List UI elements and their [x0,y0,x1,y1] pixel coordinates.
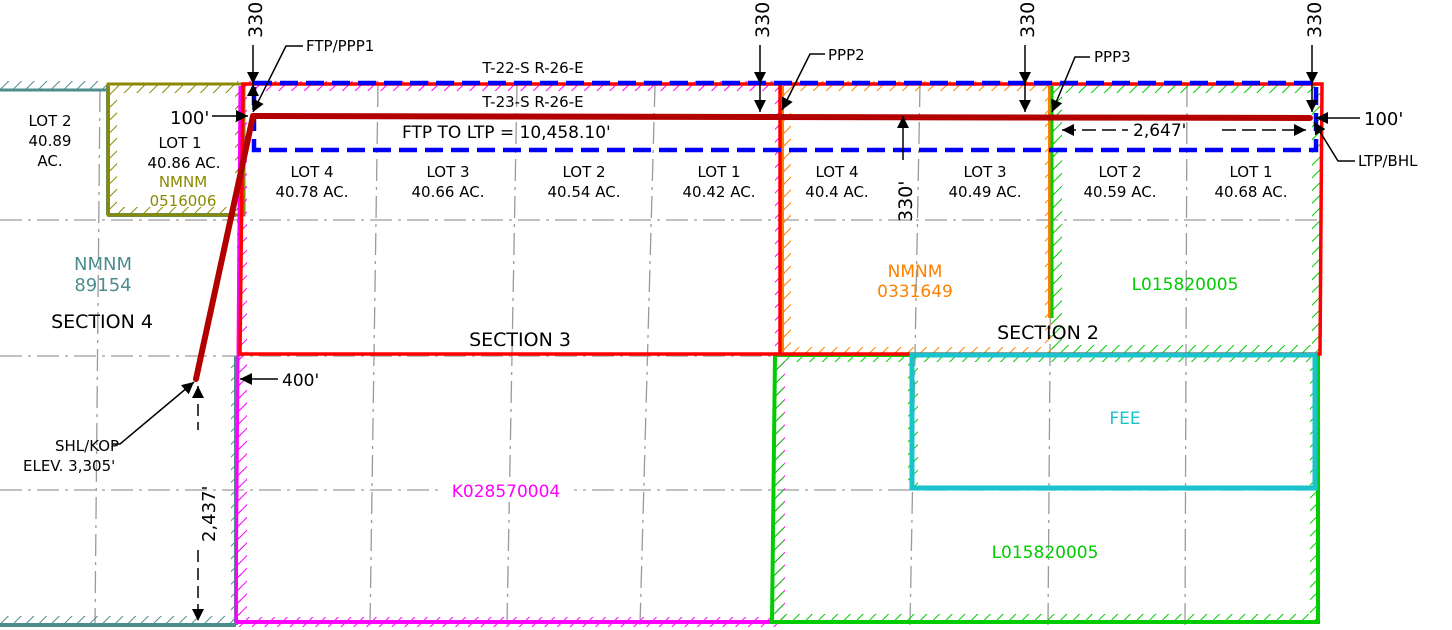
lot-sec2-1: LOT 1 40.68 AC. [1215,163,1288,201]
lease-orange-line2: 0331649 [877,282,953,302]
svg-text:LOT 4: LOT 4 [290,163,333,181]
lot-sec3-2: LOT 2 40.54 AC. [548,163,621,201]
lease-fee: FEE [1109,409,1140,429]
svg-text:LOT 1: LOT 1 [697,163,740,181]
svg-text:LOT 4: LOT 4 [815,163,858,181]
lot-sec2-2: LOT 2 40.59 AC. [1084,163,1157,201]
svg-text:LOT 2: LOT 2 [562,163,605,181]
svg-text:40.49 AC.: 40.49 AC. [949,183,1022,201]
svg-text:40.78 AC.: 40.78 AC. [276,183,349,201]
ppp3-distance-label: 2,647' [1133,121,1186,141]
ppp2-label: PPP2 [828,46,865,64]
township-north: T-22-S R-26-E [481,59,583,77]
township-south: T-23-S R-26-E [481,93,583,111]
svg-text:40.86 AC.: 40.86 AC. [148,154,221,172]
shl-label: SHL/KOP [55,437,119,455]
elev-label: ELEV. 3,305' [23,457,115,475]
setback-right-label: 100' [1364,109,1403,130]
lot-sec3-1: LOT 1 40.42 AC. [683,163,756,201]
svg-text:40.66 AC.: 40.66 AC. [412,183,485,201]
svg-text:LOT 3: LOT 3 [426,163,469,181]
lease-k-label-bg [438,478,574,502]
setback-label-2: 330' [752,0,774,38]
well-path [193,113,1313,382]
setback-left-label: 100' [170,108,209,129]
leader-lines [113,45,1355,445]
svg-text:LOT 2: LOT 2 [28,112,71,130]
lease-green-upper: L015820005 [1132,275,1239,295]
lot-sec3-3: LOT 3 40.66 AC. [412,163,485,201]
setback-dimensions [192,45,1360,621]
setback-label-5: 330' [895,181,917,223]
svg-text:40.59 AC.: 40.59 AC. [1084,183,1157,201]
lot-sec4-1: LOT 1 40.86 AC. [148,134,221,172]
lot-sec2-3: LOT 3 40.49 AC. [949,163,1022,201]
svg-text:40.4 AC.: 40.4 AC. [805,183,868,201]
lot-sec4-2: LOT 2 40.89 AC. [28,112,71,170]
svg-text:LOT 1: LOT 1 [1229,163,1272,181]
lease-k-label: K028570004 [452,482,561,502]
offset-2437-label: 2,437' [199,486,220,542]
lease-green-lower: L015820005 [992,543,1099,563]
setback-label-1: 330' [245,0,267,38]
lease-orange-line1: NMNM [888,262,943,282]
section-2-label: SECTION 2 [997,322,1099,344]
lot-sec2-4: LOT 4 40.4 AC. [805,163,868,201]
svg-text:AC.: AC. [37,152,62,170]
lateral-length-label: FTP TO LTP = 10,458.10' [402,123,611,143]
project-area-boundary [251,80,1319,153]
ltp-label: LTP/BHL [1358,152,1418,170]
offset-400-label: 400' [282,371,319,391]
lot-sec3-4: LOT 4 40.78 AC. [276,163,349,201]
fee-boundary [909,352,1318,491]
lease-olive-line2: 0516006 [150,192,217,210]
ppp3-label: PPP3 [1094,48,1131,66]
svg-text:LOT 3: LOT 3 [963,163,1006,181]
setback-labels: 330' 330' 330' 330' 330' [245,0,1326,222]
setback-label-3: 330' [1017,0,1039,38]
section-4-label: SECTION 4 [51,311,153,333]
section-3-label: SECTION 3 [469,329,571,351]
lot-labels: LOT 2 40.89 AC. LOT 1 40.86 AC. LOT 4 40… [28,112,1287,201]
lease-teal-line1: NMNM [74,254,132,275]
ftp-label: FTP/PPP1 [306,37,374,55]
svg-text:40.42 AC.: 40.42 AC. [683,183,756,201]
lease-olive-line1: NMNM [159,173,207,191]
svg-text:LOT 1: LOT 1 [158,134,201,152]
svg-text:40.68 AC.: 40.68 AC. [1215,183,1288,201]
setback-label-4: 330' [1304,0,1326,38]
svg-text:LOT 2: LOT 2 [1098,163,1141,181]
lease-teal-line2: 89154 [74,275,131,296]
svg-text:40.89: 40.89 [29,132,72,150]
svg-text:40.54 AC.: 40.54 AC. [548,183,621,201]
